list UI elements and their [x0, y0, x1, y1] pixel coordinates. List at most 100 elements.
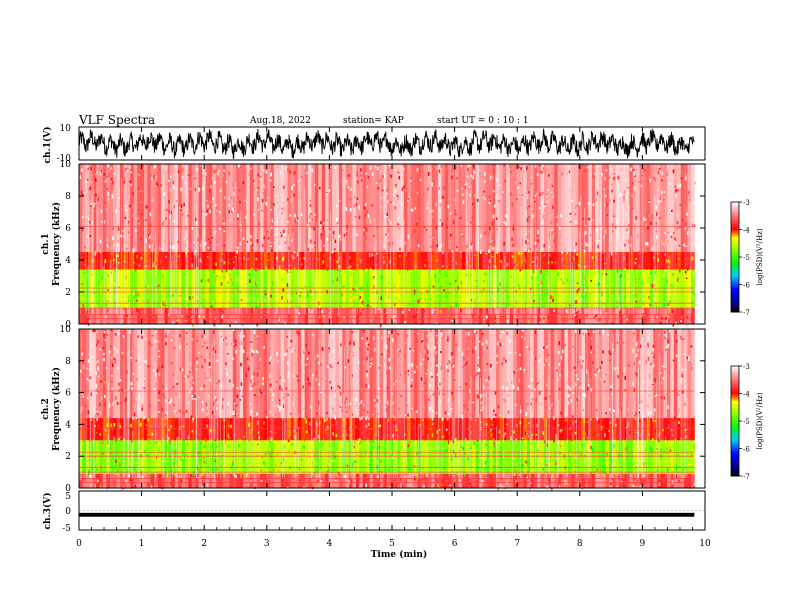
spectrogram-band-cell	[229, 418, 234, 441]
spectrogram-speckle	[436, 244, 438, 248]
spectrogram-speckle	[684, 237, 687, 240]
spectrogram-speckle	[514, 303, 516, 306]
spectrogram-band-cell	[195, 164, 200, 252]
spectrogram-band-cell	[667, 440, 671, 474]
spectrogram-speckle	[388, 218, 390, 221]
spectrogram-speckle	[429, 394, 432, 398]
spectrogram-speckle	[526, 196, 529, 200]
spectrogram-band-cell	[314, 418, 319, 441]
spectrogram-speckle	[296, 218, 299, 222]
spectrogram-speckle	[228, 203, 230, 207]
spectrogram-band-cell	[646, 252, 651, 270]
spectrogram-streak	[316, 221, 318, 315]
spectrogram-band-cell	[465, 473, 470, 488]
spectrogram-band-cell	[355, 164, 360, 252]
spectrogram-speckle	[136, 255, 138, 259]
spectrogram-band-cell	[366, 473, 370, 488]
spectrogram-band-cell	[147, 473, 152, 488]
spectrogram-speckle	[131, 439, 134, 443]
spectrogram-speckle	[433, 357, 435, 362]
spectrogram-band-cell	[383, 418, 388, 441]
spectrogram-band-cell	[502, 164, 507, 252]
spectrogram-band-cell	[646, 164, 651, 252]
spectrogram-speckle	[160, 260, 162, 265]
spectrogram-speckle	[282, 387, 284, 390]
spectrogram-band-cell	[663, 269, 668, 308]
spectrogram-speckle	[363, 228, 365, 231]
spectrogram-band-cell	[656, 440, 661, 474]
spectrogram-band-cell	[400, 269, 405, 308]
spectrogram-speckle	[354, 313, 357, 317]
spectrogram-speckle	[518, 473, 521, 476]
spectrogram-band-cell	[670, 164, 675, 252]
spectrogram-speckle	[646, 362, 649, 365]
spectrogram-speckle	[213, 415, 215, 418]
spectrogram-speckle	[376, 475, 379, 478]
spectrogram-speckle	[606, 214, 608, 217]
spectrogram-speckle	[317, 304, 319, 308]
spectrogram-speckle	[165, 166, 167, 170]
spectrogram-speckle	[538, 290, 541, 295]
spectrogram-band-cell	[574, 418, 579, 441]
spectrogram-speckle	[440, 351, 442, 354]
spectrogram-band-cell	[157, 473, 162, 488]
spectrogram-speckle	[145, 205, 148, 209]
spectrogram-speckle	[628, 271, 630, 274]
spectrogram-speckle	[347, 186, 350, 189]
spectrogram-speckle	[237, 200, 239, 204]
spectrogram-speckle	[482, 196, 484, 198]
spectrogram-speckle	[586, 218, 588, 221]
spectrogram-speckle	[110, 313, 113, 317]
spectrogram-band-cell	[629, 418, 634, 441]
spectrogram-speckle	[595, 314, 597, 318]
spectrogram-speckle	[217, 281, 219, 284]
spectrogram-speckle	[115, 333, 117, 336]
spectrogram-speckle	[422, 339, 424, 342]
spectrogram-speckle	[314, 295, 316, 298]
spectrogram-speckle	[371, 315, 373, 318]
spectrogram-streak	[298, 195, 299, 315]
spectrogram-speckle	[676, 184, 679, 188]
spectrogram-speckle	[684, 403, 686, 405]
spectrogram-speckle	[483, 385, 485, 390]
spectrogram-band-cell	[461, 440, 466, 474]
spectrogram-speckle	[441, 311, 444, 314]
spectrogram-speckle	[632, 484, 635, 487]
spectrogram-band-cell	[567, 164, 572, 252]
spectrogram-band-cell	[287, 164, 292, 252]
spectrogram-band-cell	[232, 440, 237, 474]
spectrogram-speckle	[106, 304, 108, 307]
spectrogram-band-cell	[376, 308, 381, 324]
spectrogram-speckle	[158, 289, 161, 291]
spectrogram-band-cell	[526, 329, 531, 419]
spectrogram-speckle	[172, 185, 174, 189]
spectrogram-speckle	[318, 382, 320, 386]
spectrogram-speckle	[93, 398, 95, 402]
spectrogram-speckle	[95, 432, 98, 434]
spectrogram-speckle	[557, 320, 560, 325]
spectrogram-speckle	[260, 480, 262, 482]
spectrogram-speckle	[120, 234, 122, 238]
spectrogram-speckle	[576, 282, 579, 284]
spectrogram-streak	[386, 232, 388, 315]
spectrogram-speckle	[456, 347, 459, 351]
spectrogram-speckle	[517, 481, 519, 485]
spectrogram-speckle	[233, 418, 236, 421]
spectrogram-speckle	[365, 296, 368, 297]
spectrogram-speckle	[450, 306, 452, 308]
spectrogram-band-cell	[150, 269, 155, 308]
spectrogram-speckle	[574, 471, 577, 473]
spectrogram-speckle	[323, 315, 325, 317]
spectrogram-streak	[268, 275, 270, 315]
spectrogram-speckle	[495, 196, 497, 200]
spectrogram-speckle	[296, 298, 299, 300]
spectrogram-speckle	[367, 176, 370, 179]
spectrogram-speckle	[301, 458, 303, 461]
spectrogram-speckle	[88, 470, 90, 475]
spectrogram-speckle	[472, 175, 475, 180]
spectrogram-speckle	[658, 213, 661, 218]
spectrogram-speckle	[566, 250, 569, 254]
spectrogram-speckle	[463, 358, 465, 360]
spectrogram-speckle	[686, 231, 689, 235]
spectrogram-speckle	[236, 277, 239, 282]
